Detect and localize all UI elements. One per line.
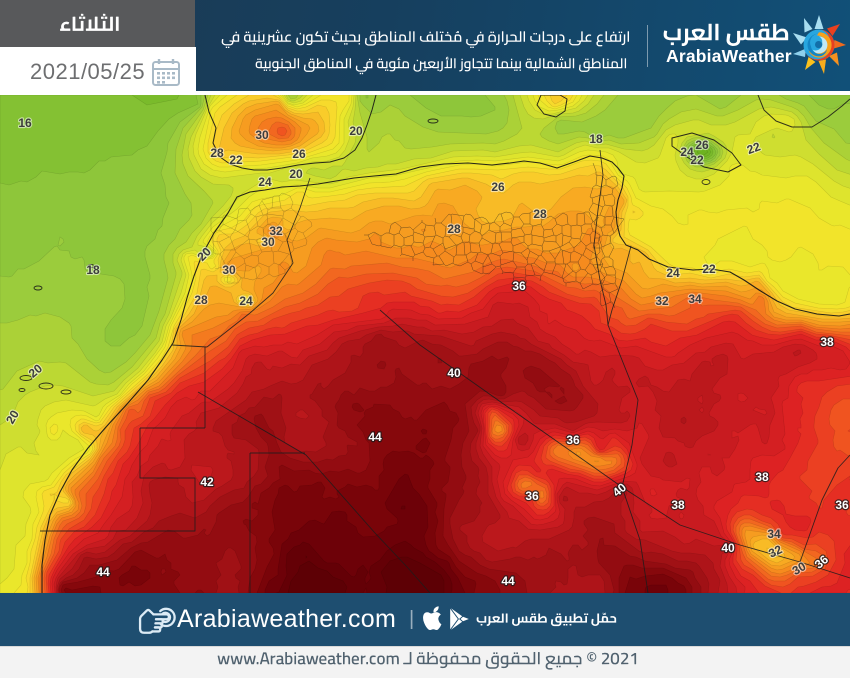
svg-text:30: 30 [255, 128, 269, 142]
svg-text:42: 42 [200, 475, 214, 489]
svg-text:18: 18 [86, 263, 100, 277]
svg-text:20: 20 [349, 124, 363, 138]
svg-text:28: 28 [194, 293, 208, 307]
svg-text:28: 28 [533, 207, 547, 221]
svg-text:24: 24 [666, 266, 680, 280]
svg-text:30: 30 [261, 235, 275, 249]
svg-text:22: 22 [229, 153, 243, 167]
svg-text:26: 26 [695, 138, 709, 152]
svg-text:34: 34 [767, 527, 781, 541]
svg-text:36: 36 [525, 489, 539, 503]
svg-text:44: 44 [368, 430, 382, 444]
svg-text:34: 34 [688, 292, 702, 306]
svg-text:28: 28 [210, 146, 224, 160]
svg-text:36: 36 [566, 433, 580, 447]
svg-text:30: 30 [222, 263, 236, 277]
svg-text:16: 16 [18, 116, 32, 130]
svg-text:22: 22 [702, 262, 716, 276]
svg-text:32: 32 [269, 224, 283, 238]
svg-text:32: 32 [655, 294, 669, 308]
svg-text:40: 40 [447, 366, 461, 380]
svg-text:38: 38 [671, 498, 685, 512]
svg-text:44: 44 [96, 565, 110, 579]
svg-text:22: 22 [690, 153, 704, 167]
svg-text:26: 26 [491, 180, 505, 194]
svg-text:18: 18 [589, 132, 603, 146]
svg-text:24: 24 [258, 175, 272, 189]
svg-text:38: 38 [820, 335, 834, 349]
svg-text:38: 38 [755, 470, 769, 484]
svg-text:36: 36 [835, 498, 849, 512]
svg-text:44: 44 [501, 574, 515, 588]
svg-text:26: 26 [292, 147, 306, 161]
svg-text:28: 28 [447, 222, 461, 236]
svg-text:24: 24 [680, 145, 694, 159]
svg-text:20: 20 [289, 167, 303, 181]
svg-text:22: 22 [745, 139, 763, 157]
svg-text:36: 36 [512, 279, 526, 293]
svg-text:24: 24 [239, 294, 253, 308]
svg-text:40: 40 [721, 541, 735, 555]
